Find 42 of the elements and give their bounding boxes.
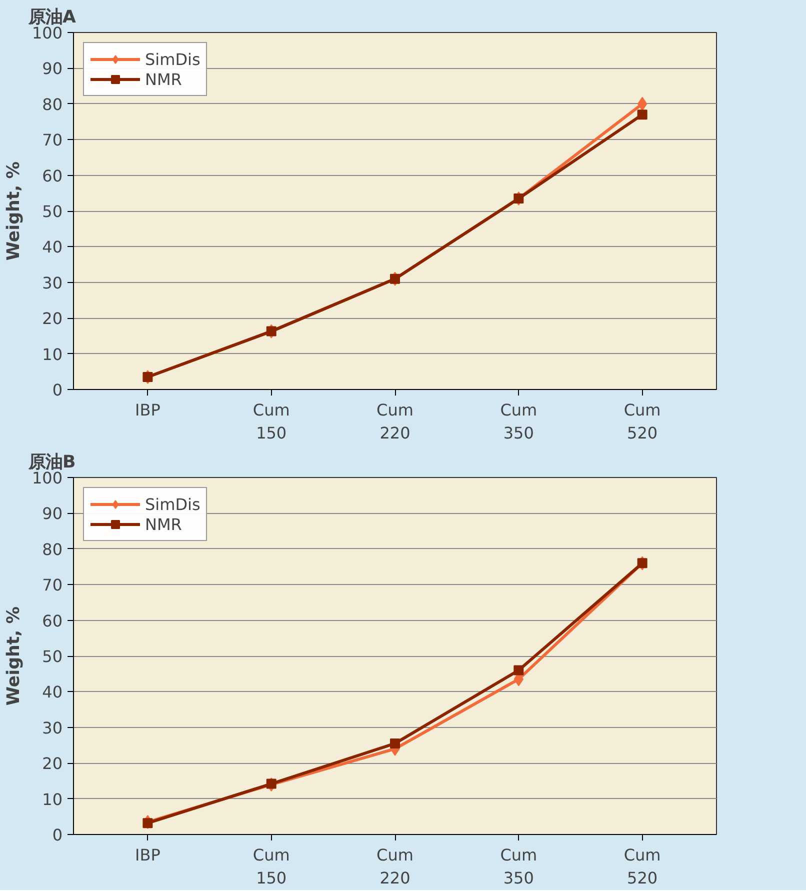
y-tick-label: 90 — [42, 504, 62, 524]
y-tick-label: 50 — [42, 647, 62, 666]
y-tick-label: 80 — [42, 540, 62, 559]
y-tick-label: 70 — [42, 130, 62, 150]
x-tick-label: Cum 150 — [252, 846, 290, 888]
y-tick-label: 70 — [42, 576, 62, 595]
y-tick-label: 30 — [42, 718, 62, 738]
point — [637, 96, 648, 111]
y-tick-label: 50 — [42, 202, 62, 221]
point — [142, 818, 153, 828]
y-tick-label: 40 — [42, 238, 62, 257]
y-axis-title: Weight, % — [4, 161, 24, 261]
y-tick-label: 90 — [42, 59, 62, 78]
x-tick-label: Cum 150 — [252, 400, 290, 442]
y-tick-label: 20 — [42, 754, 62, 774]
x-tick-label: IBP — [135, 400, 161, 420]
x-tick-label: Cum 220 — [376, 846, 414, 888]
x-tick-label: Cum 220 — [376, 400, 414, 442]
y-tick-label: 0 — [52, 826, 63, 844]
x-tick-label: Cum 350 — [500, 846, 538, 888]
y-tick-label: 10 — [42, 790, 62, 809]
legend-label: NMR — [145, 514, 182, 534]
point — [514, 665, 524, 676]
y-tick-label: 40 — [42, 682, 62, 702]
point — [266, 778, 276, 789]
legend-label: SimDis — [145, 50, 200, 68]
y-tick-label: 60 — [42, 166, 62, 186]
legend-label: SimDis — [145, 494, 200, 514]
x-tick-label: IBP — [135, 846, 161, 864]
y-tick-label: 30 — [42, 273, 62, 292]
y-tick-label: 20 — [42, 309, 62, 328]
legend-label: NMR — [145, 70, 182, 88]
x-tick-label: Cum 520 — [624, 400, 661, 442]
y-tick-label: 60 — [42, 611, 62, 630]
y-tick-label: 10 — [42, 344, 62, 364]
x-tick-label: Cum 520 — [624, 846, 661, 888]
y-tick-label: 0 — [52, 380, 63, 400]
y-tick-label: 80 — [42, 94, 62, 114]
y-axis-title: Weight, % — [4, 606, 24, 706]
x-tick-label: Cum 350 — [500, 400, 538, 442]
point — [390, 738, 400, 748]
point — [637, 110, 648, 120]
